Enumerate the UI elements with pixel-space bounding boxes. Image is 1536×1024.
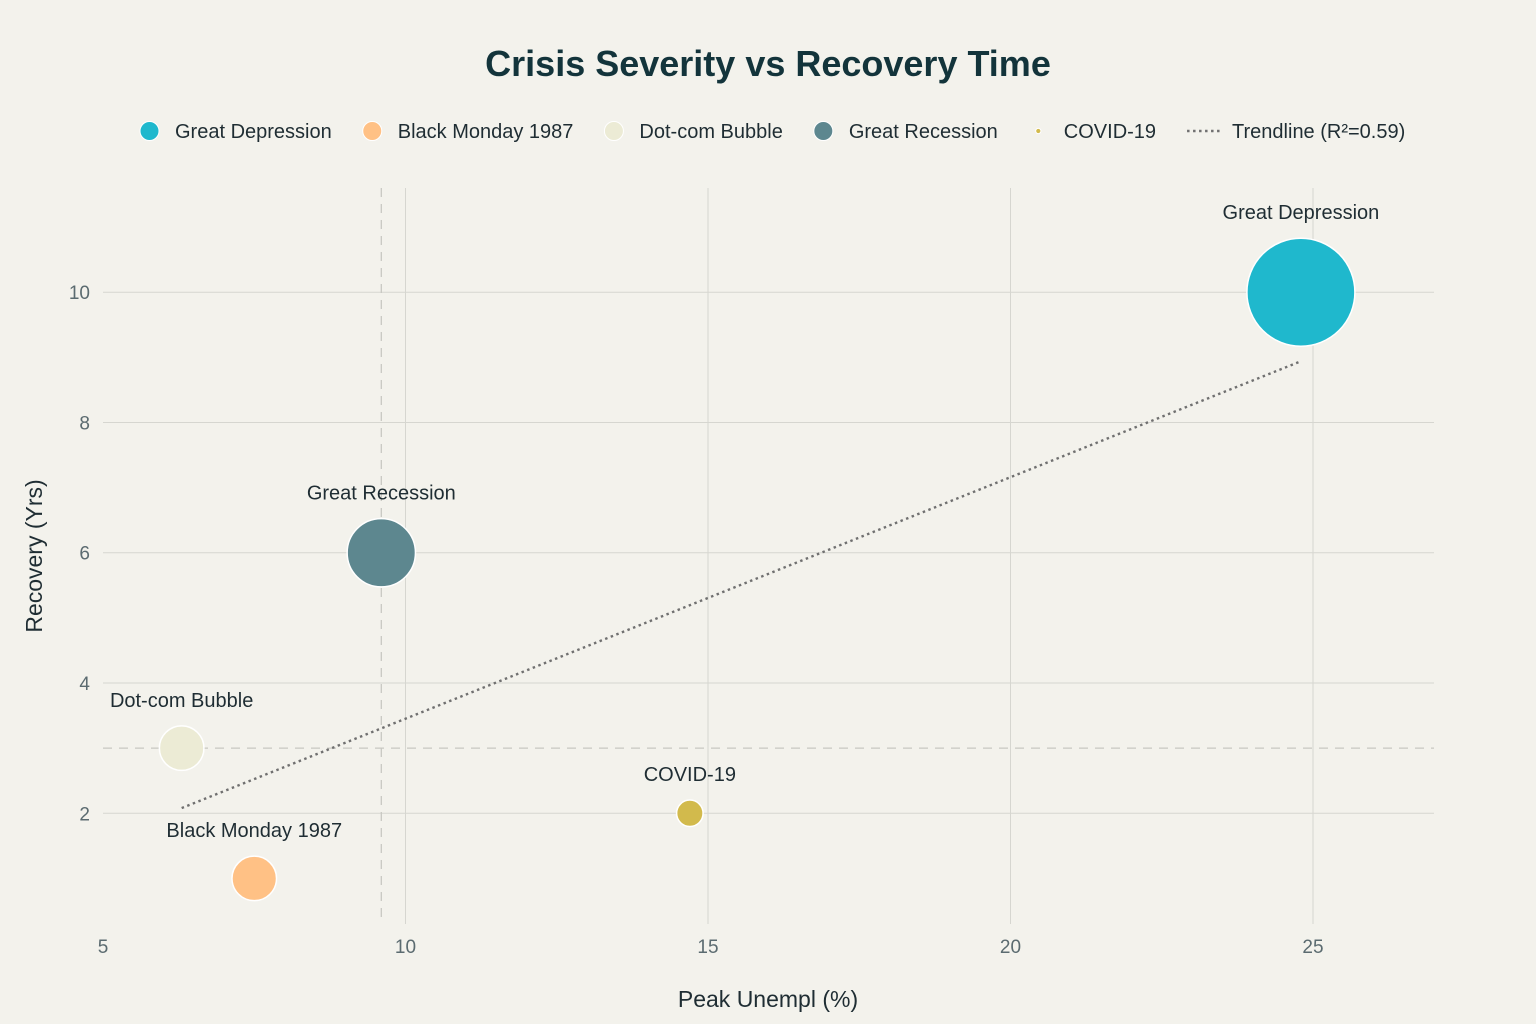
legend-marker (813, 121, 834, 141)
trendline (181, 360, 1302, 810)
data-point (158, 725, 205, 772)
point-label: Dot-com Bubble (110, 690, 253, 712)
x-tick-label: 25 (1302, 937, 1323, 958)
point-label: Black Monday 1987 (166, 820, 342, 842)
data-points (158, 237, 1356, 902)
y-tick-label: 6 (79, 544, 90, 565)
data-point (675, 799, 704, 828)
gridlines (103, 188, 1434, 924)
y-tick-label: 2 (79, 804, 90, 825)
data-point (231, 855, 278, 902)
y-axis-ticks: 2 4 6 8 10 (69, 283, 91, 825)
x-tick-label: 5 (98, 937, 109, 958)
point-labels: Great Depression Black Monday 1987 Dot-com… (110, 202, 1379, 842)
y-axis-title: Recovery (Yrs) (21, 479, 47, 632)
legend-marker (1035, 127, 1042, 135)
x-tick-label: 20 (1000, 937, 1021, 958)
legend-label: Black Monday 1987 (398, 121, 574, 143)
data-point (346, 517, 417, 588)
legend: Great Depression Black Monday 1987 Dot-com… (139, 121, 1405, 143)
chart-title: Crisis Severity vs Recovery Time (485, 43, 1051, 84)
data-point (1246, 237, 1356, 347)
legend-label: Trendline (R²=0.59) (1232, 121, 1405, 143)
x-axis-ticks: 5 10 15 20 25 (98, 937, 1324, 958)
legend-marker (139, 121, 160, 141)
point-label: COVID-19 (644, 764, 736, 786)
point-label: Great Depression (1223, 202, 1380, 224)
trendline-layer (181, 360, 1302, 810)
x-axis-title: Peak Unempl (%) (678, 986, 858, 1012)
y-tick-label: 10 (69, 283, 90, 304)
x-tick-label: 15 (697, 937, 718, 958)
legend-label: Great Depression (175, 121, 332, 143)
y-tick-label: 8 (79, 413, 90, 434)
legend-label: COVID-19 (1064, 121, 1156, 143)
legend-label: Great Recession (849, 121, 998, 143)
legend-marker (603, 121, 624, 141)
legend-label: Dot-com Bubble (639, 121, 782, 143)
y-tick-label: 4 (79, 674, 90, 695)
point-label: Great Recession (307, 483, 456, 505)
legend-marker (362, 121, 383, 141)
x-tick-label: 10 (395, 937, 416, 958)
